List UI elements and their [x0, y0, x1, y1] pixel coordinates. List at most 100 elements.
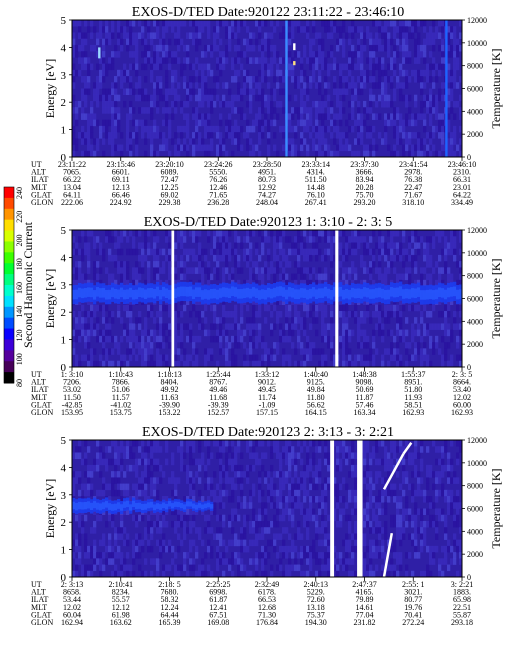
heatmap-band-core — [102, 288, 106, 298]
heatmap-cell — [96, 82, 100, 89]
heatmap-cell — [99, 335, 103, 343]
y-right-tick-label: 12000 — [467, 226, 487, 235]
heatmap-cell — [102, 69, 106, 77]
heatmap-cell — [453, 132, 457, 139]
heatmap-cell — [324, 267, 328, 274]
heatmap-cell — [198, 323, 202, 330]
heatmap-cell — [75, 248, 79, 256]
heatmap-cell — [318, 76, 322, 83]
heatmap-cell — [450, 88, 454, 96]
heatmap-cell — [87, 471, 91, 478]
heatmap-cell — [399, 335, 403, 343]
heatmap-cell — [378, 76, 382, 83]
heatmap-cell — [306, 527, 310, 534]
heatmap-cell — [264, 558, 268, 565]
heatmap-cell — [165, 279, 169, 287]
heatmap-cell — [189, 32, 193, 39]
heatmap-cell — [138, 107, 142, 114]
heatmap-cell — [291, 496, 295, 503]
heatmap-cell — [84, 533, 88, 540]
heatmap-cell — [315, 119, 319, 127]
heatmap-cell — [231, 464, 235, 472]
heatmap-cell — [132, 38, 136, 46]
heatmap-cell — [72, 310, 76, 318]
heatmap-cell — [198, 144, 202, 152]
y-tick-label: 0 — [61, 362, 67, 374]
heatmap-cell — [192, 248, 196, 256]
heatmap-cell — [177, 360, 181, 368]
heatmap-cell — [132, 452, 136, 459]
heatmap-cell — [429, 279, 433, 287]
heatmap-cell — [90, 304, 94, 312]
heatmap-cell — [195, 125, 199, 133]
heatmap-cell — [405, 564, 409, 572]
heatmap-cell — [126, 310, 130, 318]
heatmap-cell — [192, 360, 196, 368]
heatmap-cell — [348, 63, 352, 71]
heatmap-band-core — [291, 287, 295, 298]
heatmap-cell — [432, 82, 436, 89]
y-right-tick-label: 4000 — [467, 107, 483, 116]
heatmap-cell — [246, 477, 250, 484]
heatmap-cell — [186, 125, 190, 133]
heatmap-cell — [267, 267, 271, 274]
heatmap-cell — [378, 82, 382, 89]
heatmap-cell — [255, 323, 259, 330]
heatmap-cell — [243, 113, 247, 120]
heatmap-cell — [399, 329, 403, 337]
heatmap-cell — [372, 360, 376, 368]
heatmap-cell — [168, 323, 172, 330]
heatmap-band-core — [273, 287, 277, 298]
heatmap-cell — [273, 533, 277, 540]
heatmap-cell — [357, 26, 361, 33]
heatmap-cell — [300, 76, 304, 83]
heatmap-cell — [174, 32, 178, 39]
heatmap-cell — [342, 310, 346, 318]
heatmap-cell — [339, 138, 343, 145]
heatmap-cell — [198, 38, 202, 46]
heatmap-cell — [108, 279, 112, 287]
heatmap-cell — [177, 94, 181, 102]
heatmap-cell — [75, 119, 79, 127]
heatmap-cell — [210, 100, 214, 108]
heatmap-cell — [150, 69, 154, 77]
heatmap-cell — [186, 527, 190, 534]
heatmap-cell — [342, 51, 346, 58]
heatmap-cell — [291, 502, 295, 509]
heatmap-cell — [390, 63, 394, 71]
orbit-value: 1: 3:10 — [61, 370, 83, 379]
heatmap-cell — [129, 230, 133, 237]
heatmap-cell — [417, 38, 421, 46]
heatmap-cell — [108, 57, 112, 64]
heatmap-cell — [96, 144, 100, 152]
heatmap-cell — [108, 248, 112, 256]
heatmap-cell — [186, 514, 190, 522]
heatmap-cell — [111, 489, 115, 497]
heatmap-cell — [126, 69, 130, 77]
orbit-row-label: GLON — [31, 198, 53, 207]
heatmap-cell — [87, 298, 91, 306]
heatmap-cell — [165, 57, 169, 64]
heatmap-cell — [396, 514, 400, 522]
heatmap-cell — [117, 489, 121, 497]
heatmap-cell — [186, 57, 190, 64]
heatmap-cell — [393, 440, 397, 447]
heatmap-cell — [279, 242, 283, 249]
heatmap-cell — [102, 360, 106, 368]
heatmap-cell — [354, 267, 358, 274]
heatmap-cell — [129, 51, 133, 58]
heatmap-cell — [75, 539, 79, 547]
heatmap-cell — [174, 564, 178, 572]
heatmap-cell — [90, 483, 94, 491]
heatmap-cell — [315, 348, 319, 355]
heatmap-cell — [363, 38, 367, 46]
heatmap-cell — [324, 76, 328, 83]
heatmap-cell — [192, 304, 196, 312]
heatmap-cell — [384, 273, 388, 281]
heatmap-cell — [96, 335, 100, 343]
heatmap-cell — [372, 82, 376, 89]
heatmap-cell — [219, 527, 223, 534]
heatmap-cell — [144, 452, 148, 459]
heatmap-cell — [324, 508, 328, 516]
heatmap-cell — [381, 564, 385, 572]
